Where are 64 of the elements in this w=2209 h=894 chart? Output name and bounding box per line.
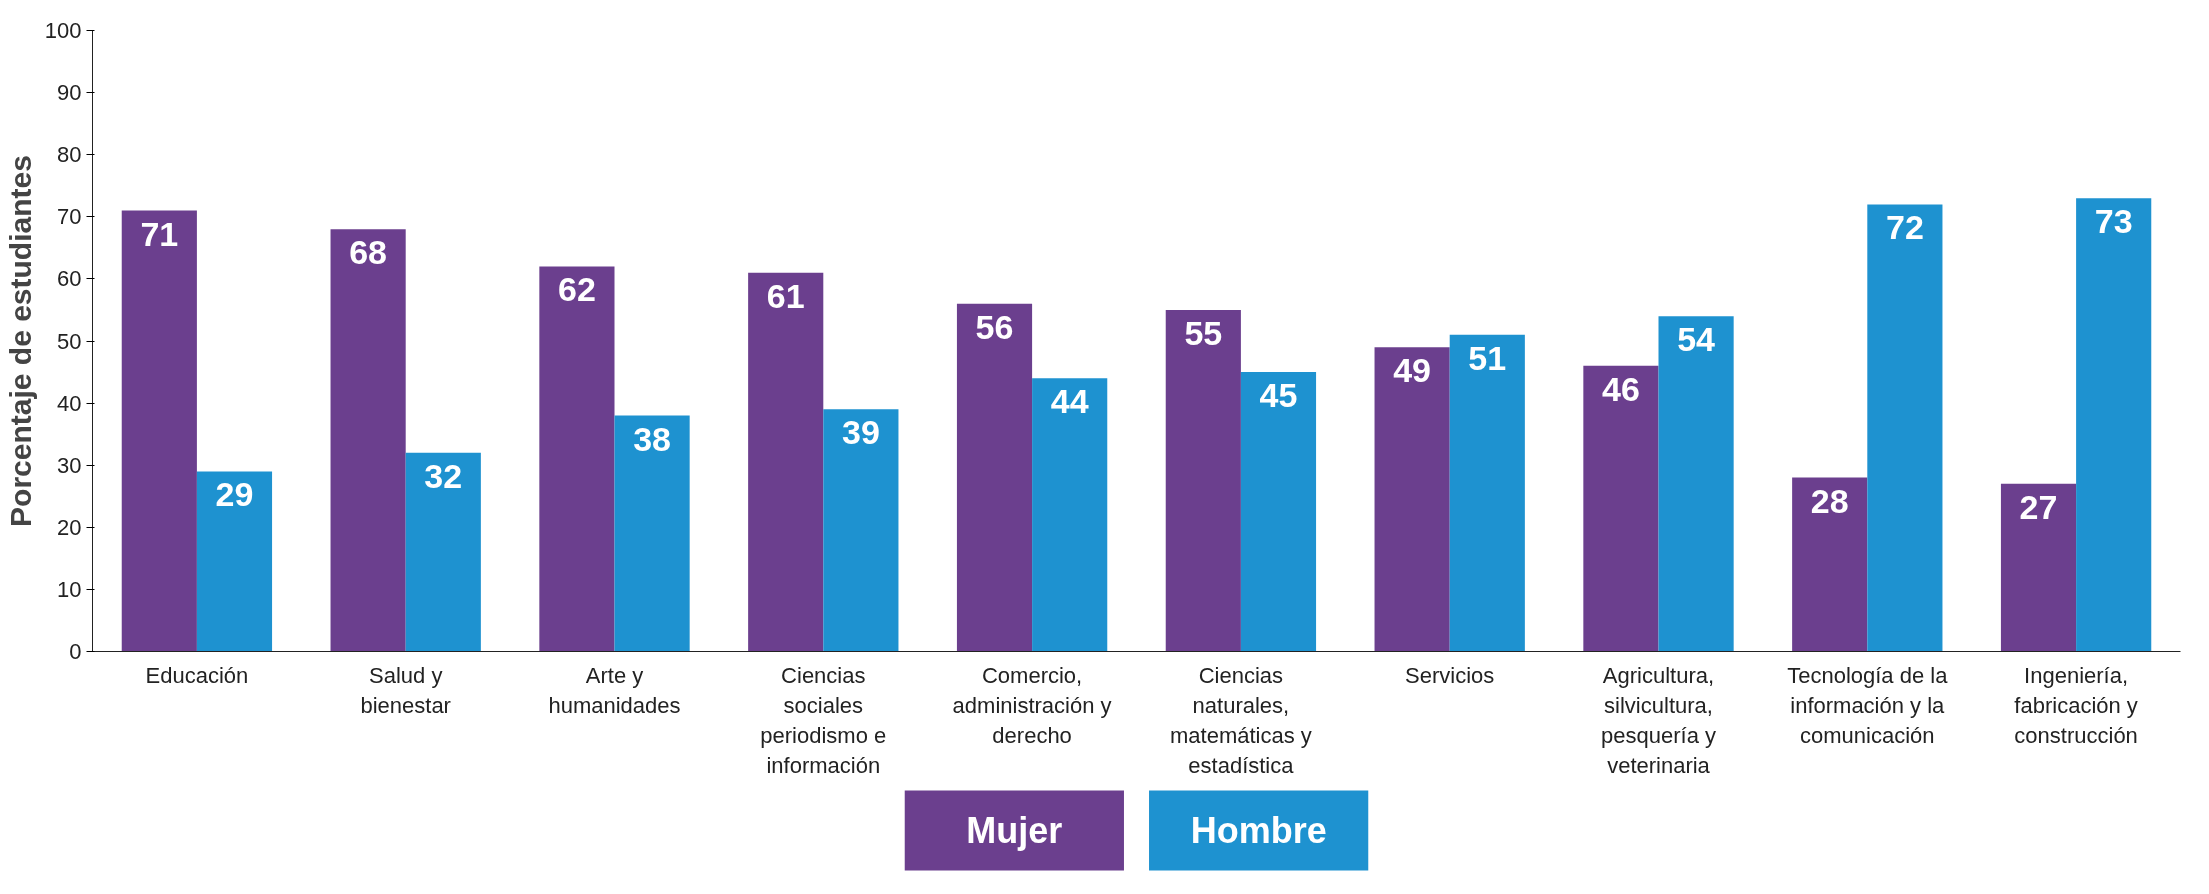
text: Hombre: [1190, 810, 1327, 851]
data-label: 55: [1184, 313, 1223, 352]
bar: [1583, 365, 1659, 652]
bar: [330, 229, 406, 652]
x-tick-label: Salud y bienestar: [360, 662, 451, 718]
data-label: 45: [1259, 376, 1298, 415]
text: Mujer: [966, 810, 1063, 851]
bar: [1165, 309, 1241, 652]
data-label: 27: [2019, 487, 2058, 526]
x-tick-label: Ingeniería, fabricación y construcción: [2014, 662, 2138, 748]
y-tick-label: 0: [69, 639, 82, 664]
bar: [2000, 483, 2077, 652]
data-label: 51: [1468, 338, 1507, 377]
bar: [1658, 316, 1734, 652]
bar: [2076, 198, 2152, 652]
x-tick-label: Servicios: [1405, 662, 1495, 688]
bar: [956, 303, 1033, 652]
data-label: 28: [1810, 481, 1849, 520]
data-label: 46: [1602, 369, 1640, 408]
data-label: 38: [633, 419, 671, 458]
data-label: 44: [1050, 382, 1089, 421]
bar: [1240, 372, 1317, 652]
data-label: 72: [1885, 208, 1924, 247]
y-tick-label: 10: [57, 576, 82, 602]
data-label: 68: [349, 233, 388, 272]
bar: [1374, 347, 1450, 652]
y-tick-label: 40: [57, 390, 82, 416]
data-label: 56: [975, 307, 1014, 346]
y-tick-label: 30: [57, 452, 82, 478]
x-tick-label: Tecnología de la información y la comunicación: [1787, 662, 1949, 748]
bar: [1032, 378, 1108, 652]
y-tick-label: 100: [44, 18, 82, 43]
y-tick-label: 70: [57, 204, 82, 230]
data-label: 54: [1677, 320, 1716, 359]
data-label: 62: [558, 270, 596, 309]
data-label: 49: [1393, 351, 1432, 390]
data-label: 39: [841, 413, 880, 452]
data-label: 32: [424, 456, 463, 495]
y-axis-title: Porcentaje de estudiantes: [3, 155, 37, 527]
x-tick-label: Educación: [145, 662, 249, 688]
bar: [539, 266, 615, 652]
y-tick-label: 80: [57, 142, 82, 168]
data-label: 29: [215, 475, 254, 514]
bar: [1449, 334, 1525, 652]
x-tick-label: Ciencias sociales periodismo e información: [760, 662, 887, 778]
y-tick-label: 60: [57, 266, 82, 292]
x-tick-label: Comercio, administración y derecho: [952, 662, 1112, 748]
bar: [823, 409, 899, 652]
x-tick-label: Ciencias naturales, matemáticas y estadística: [1169, 662, 1312, 778]
y-tick-label: 20: [57, 514, 82, 540]
data-label: 71: [140, 214, 179, 253]
bar: [1867, 204, 1943, 652]
data-label: 61: [766, 276, 805, 315]
y-tick-label: 90: [57, 80, 82, 106]
bar: [1792, 477, 1868, 652]
bar: [614, 415, 690, 652]
y-tick-label: 50: [57, 328, 82, 354]
bar: [748, 272, 824, 652]
data-label: 73: [2094, 202, 2133, 241]
x-tick-label: Agricultura, silvicultura, pesquería y veterinaria: [1601, 662, 1716, 778]
bar: [121, 210, 197, 652]
x-tick-label: Arte y humanidades: [548, 662, 681, 718]
bar: [405, 452, 481, 652]
bar: [196, 471, 273, 652]
